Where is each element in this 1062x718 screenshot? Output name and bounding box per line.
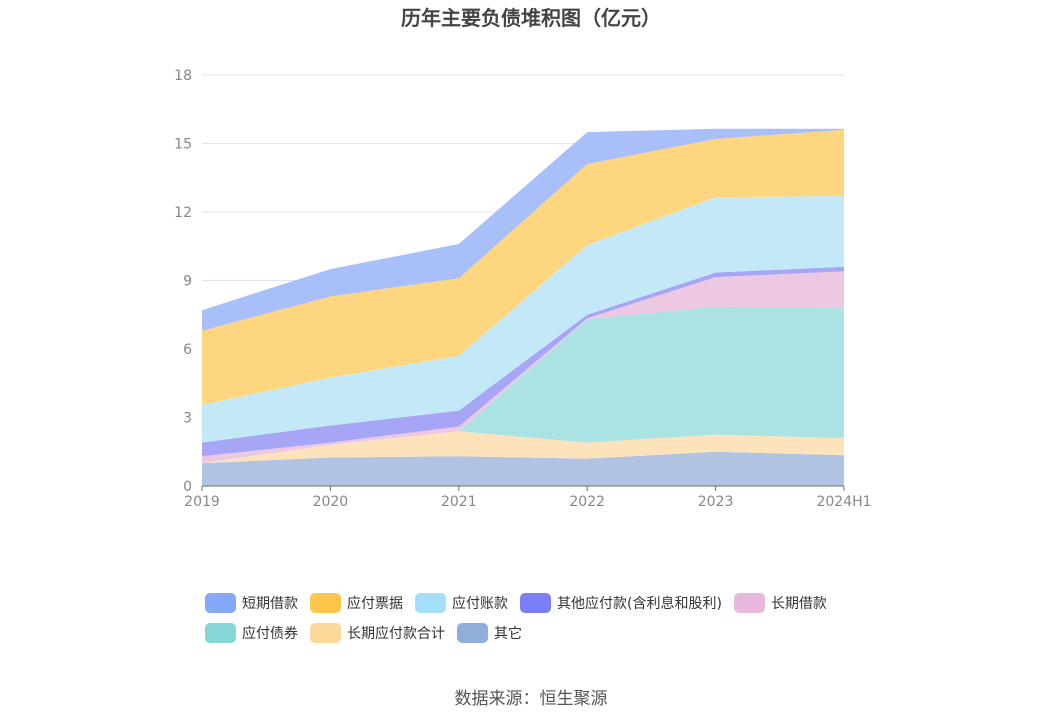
legend-swatch (520, 593, 551, 613)
legend-label: 长期借款 (770, 596, 827, 612)
legend-label: 其他应付款(含利息和股利) (557, 596, 722, 612)
legend-item[interactable]: 短期借款 (205, 593, 298, 613)
legend-swatch (310, 593, 341, 613)
legend-swatch (415, 593, 446, 613)
y-tick-label: 12 (174, 205, 192, 221)
chart-title: 历年主要负债堆积图（亿元） (401, 6, 661, 30)
y-tick-label: 6 (183, 342, 192, 358)
area-7 (202, 128, 844, 331)
y-tick-label: 0 (183, 479, 192, 495)
legend-item[interactable]: 长期应付款合计 (310, 623, 445, 643)
x-tick-label: 2023 (698, 494, 734, 510)
area-2 (202, 306, 844, 464)
area-4 (202, 266, 844, 457)
area-0 (202, 451, 844, 486)
area-5 (202, 196, 844, 443)
legend-item[interactable]: 其他应付款(含利息和股利) (520, 593, 722, 613)
x-tick-label: 2019 (184, 494, 220, 510)
legend-label: 应付账款 (452, 596, 508, 612)
legend-row: 应付债券 长期应付款合计 其它 (205, 618, 905, 648)
x-tick-label: 2024H1 (816, 494, 871, 510)
legend-label: 应付债券 (242, 626, 298, 642)
legend-label: 短期借款 (242, 596, 298, 612)
legend-item[interactable]: 长期借款 (733, 593, 827, 613)
legend-item[interactable]: 应付债券 (205, 623, 298, 643)
y-tick-label: 15 (174, 137, 192, 153)
axes: 0 3 6 9 12 15 18 2019 2020 2021 2022 2023 2024H1 (174, 68, 871, 510)
area-series (202, 128, 844, 486)
legend-swatch (733, 593, 765, 613)
area-6 (202, 129, 844, 405)
x-tick-label: 2022 (569, 494, 605, 510)
y-tick-label: 3 (183, 411, 192, 427)
x-tick-label: 2020 (313, 494, 349, 510)
legend-row: 短期借款 应付票据 应付账款 其他应付款(含利息和股利) 长期借款 (205, 588, 905, 618)
legend-item[interactable]: 其它 (457, 623, 522, 643)
chart-plot: 0 3 6 9 12 15 18 2019 2020 2021 2022 2023 2024H1 (174, 68, 871, 510)
legend-item[interactable]: 应付票据 (310, 593, 403, 613)
legend-swatch (205, 593, 236, 613)
area-1 (202, 431, 844, 464)
legend-swatch (205, 623, 236, 643)
legend-swatch (310, 623, 341, 643)
y-tick-label: 9 (183, 274, 192, 290)
legend-label: 其它 (494, 626, 522, 642)
legend-label: 应付票据 (347, 596, 403, 612)
data-source: 数据来源：恒生聚源 (454, 689, 608, 709)
legend-swatch (457, 623, 488, 643)
legend-item[interactable]: 应付账款 (415, 593, 508, 613)
legend: 短期借款 应付票据 应付账款 其他应付款(含利息和股利) 长期借款应付债券 长期应付款合计… (205, 588, 905, 648)
area-3 (202, 271, 844, 464)
y-tick-label: 18 (174, 68, 192, 84)
legend-label: 长期应付款合计 (347, 626, 445, 642)
x-tick-label: 2021 (441, 494, 477, 510)
